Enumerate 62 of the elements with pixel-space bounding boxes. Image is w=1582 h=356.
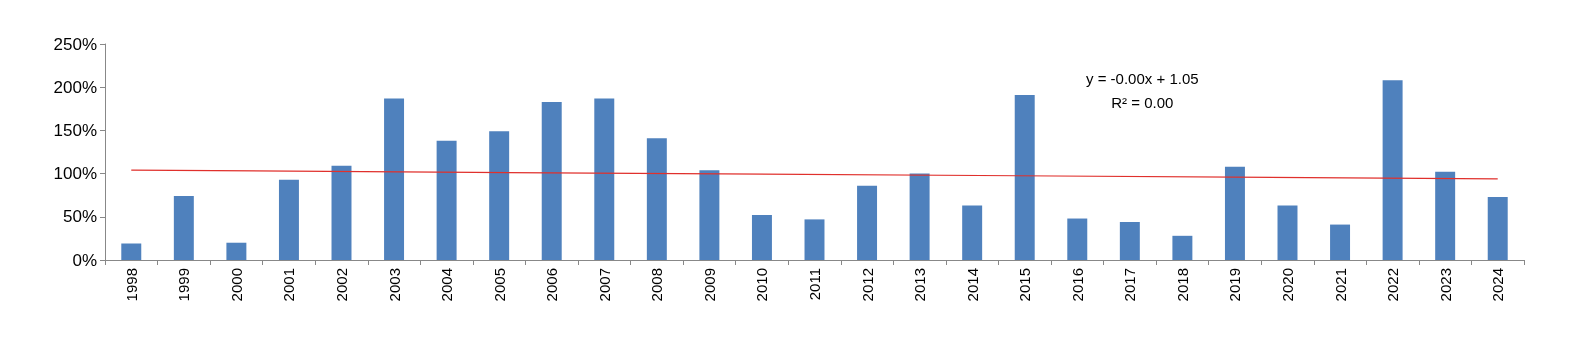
bar — [909, 173, 930, 260]
x-tick-label: 2024 — [1489, 268, 1507, 302]
bar — [541, 101, 562, 260]
x-tick-label: 1998 — [122, 268, 140, 302]
x-tick-label: 2003 — [385, 268, 403, 302]
bar — [1224, 166, 1245, 260]
bar — [121, 243, 142, 260]
bar — [699, 170, 720, 260]
x-tick-label: 2010 — [753, 268, 771, 302]
y-tick-label: 250% — [53, 34, 97, 54]
x-tick-label: 2022 — [1384, 268, 1402, 302]
x-tick-label: 2014 — [963, 268, 981, 302]
x-tick-label: 2002 — [333, 268, 350, 302]
bar — [1435, 171, 1456, 260]
bar — [1277, 205, 1298, 260]
x-tick-label: 2005 — [490, 268, 508, 302]
bar — [751, 215, 772, 260]
bar — [1067, 218, 1088, 260]
bar — [384, 98, 405, 260]
y-tick-label: 200% — [53, 77, 97, 97]
y-tick-label: 50% — [62, 207, 97, 227]
bar — [1119, 221, 1140, 260]
bar — [1172, 235, 1193, 260]
bar — [1330, 224, 1351, 260]
bar — [1382, 80, 1403, 260]
x-tick-label: 2001 — [280, 268, 298, 302]
x-tick-label: 2007 — [595, 268, 613, 302]
x-tick-label: 2017 — [1121, 268, 1139, 302]
x-tick-label: 2006 — [543, 268, 561, 302]
x-tick-label: 2023 — [1436, 268, 1454, 302]
y-tick-label: 0% — [72, 250, 97, 270]
annotation: y = -0.00x + 1.05 — [1086, 69, 1199, 87]
x-tick-label: 2004 — [438, 268, 456, 302]
x-tick-label: 2009 — [700, 268, 718, 302]
x-tick-label: 2016 — [1068, 268, 1086, 302]
bar — [804, 219, 825, 260]
annotation: R² = 0.00 — [1111, 93, 1174, 111]
bar — [489, 131, 510, 260]
x-tick-label: 2019 — [1226, 268, 1244, 302]
x-tick-label: 1999 — [175, 268, 193, 302]
x-tick-label: 2015 — [1016, 268, 1034, 302]
x-tick-label: 2021 — [1331, 268, 1349, 302]
x-tick-label: 2018 — [1173, 268, 1191, 302]
x-tick-label: 2000 — [227, 268, 245, 302]
bar — [226, 242, 247, 260]
y-tick-label: 100% — [53, 164, 97, 184]
x-tick-label: 2008 — [648, 268, 666, 302]
x-tick-label: 2020 — [1279, 268, 1296, 302]
bar — [173, 196, 194, 260]
x-tick-label: 2012 — [858, 268, 876, 302]
bar — [857, 185, 878, 260]
x-tick-label: 2011 — [806, 268, 823, 301]
y-tick-label: 150% — [53, 120, 97, 140]
bar — [1014, 94, 1035, 260]
bar — [962, 205, 983, 260]
bar — [278, 179, 299, 260]
bar — [594, 98, 615, 260]
bar — [646, 138, 667, 260]
bar — [436, 140, 457, 260]
bar — [1487, 196, 1508, 260]
x-tick-label: 2013 — [911, 268, 929, 302]
bar — [331, 165, 352, 260]
